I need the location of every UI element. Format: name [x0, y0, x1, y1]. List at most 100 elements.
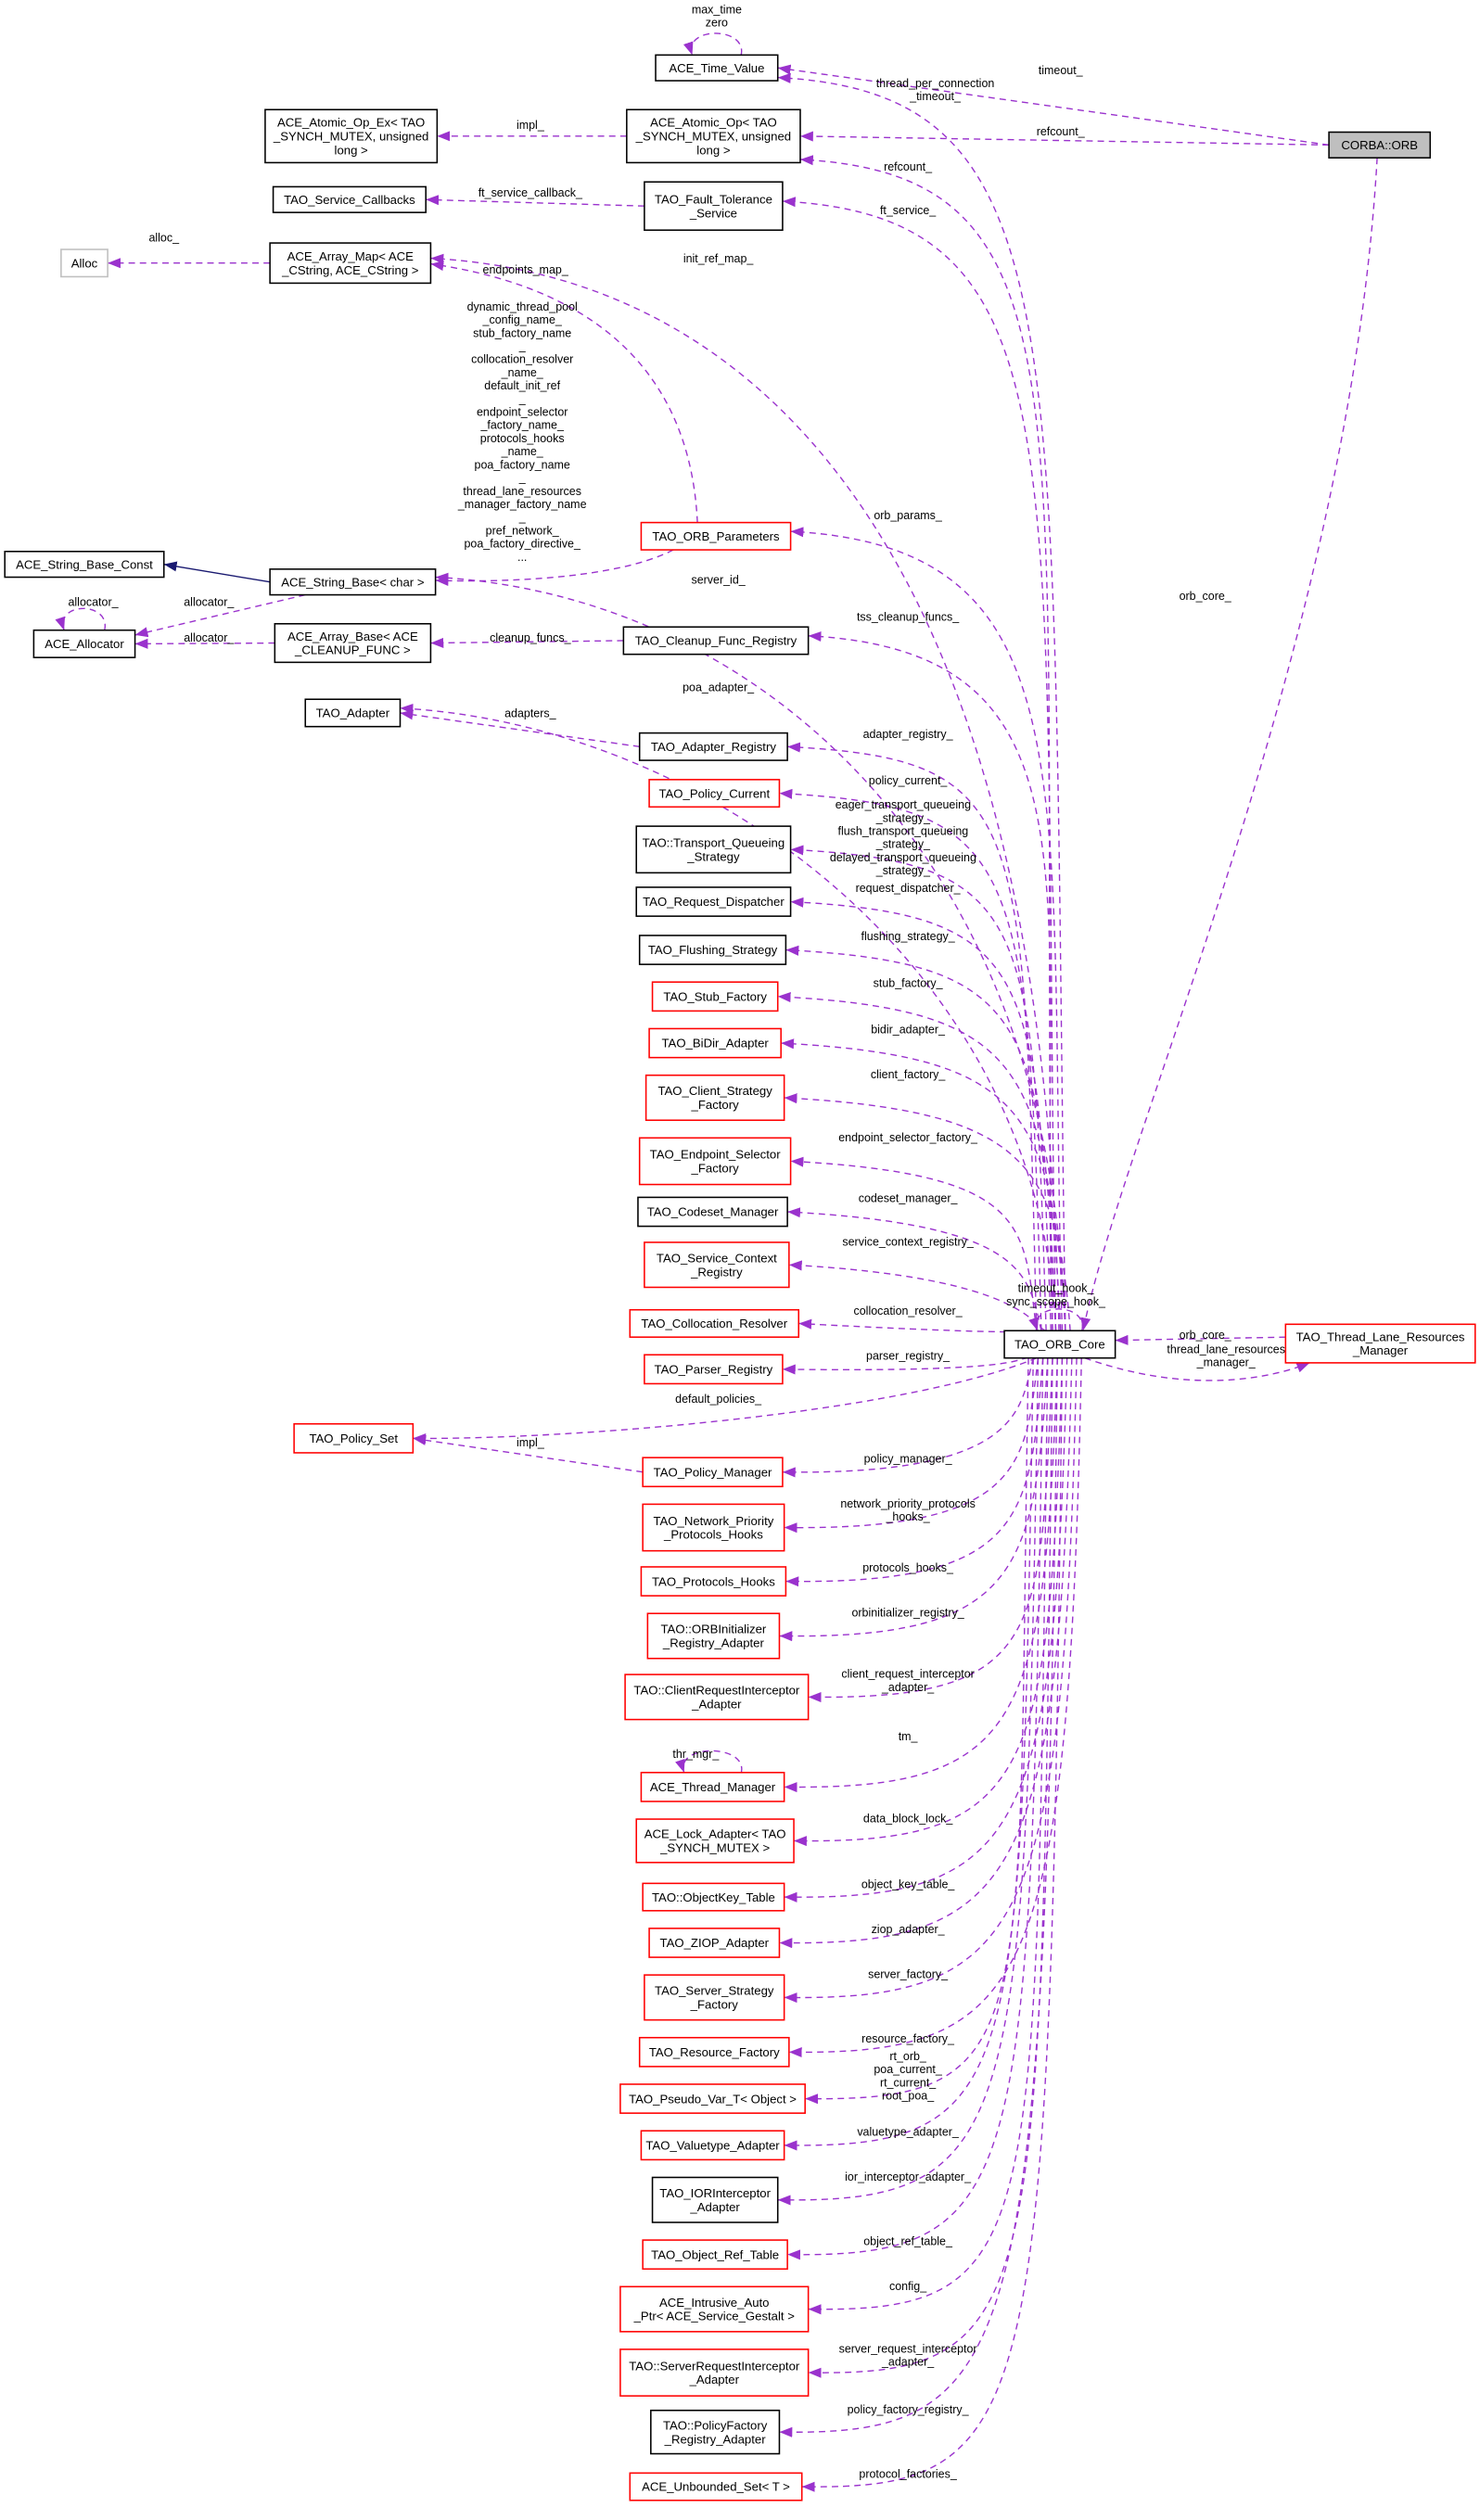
class-node-tao-endpoint-selector[interactable]: TAO_Endpoint_Selector _Factory [638, 1137, 792, 1186]
class-node-tao-collocation-resolver[interactable]: TAO_Collocation_Resolver [629, 1308, 800, 1338]
class-node-tao-flushing-strategy[interactable]: TAO_Flushing_Strategy [638, 935, 787, 965]
class-name-line: ACE_Thread_Manager [650, 1780, 776, 1794]
class-name: TAO_BiDir_Adapter [661, 1037, 769, 1050]
class-node-tao-adapter[interactable]: TAO_Adapter [304, 698, 402, 728]
class-name-line: _Protocols_Hooks [663, 1528, 763, 1542]
class-node-tao-fault-tolerance[interactable]: TAO_Fault_Tolerance _Service [644, 181, 784, 231]
class-node-tao-pseudo-var-t-object[interactable]: TAO_Pseudo_Var_T< Object > [619, 2083, 806, 2114]
class-name-line: _Service [689, 206, 737, 220]
class-node-tao-transport-queueing[interactable]: TAO::Transport_Queueing _Strategy [635, 825, 792, 874]
class-node-ace-intrusive-auto[interactable]: ACE_Intrusive_Auto _Ptr< ACE_Service_Gest… [619, 2285, 810, 2333]
class-node-tao-policyfactory[interactable]: TAO::PolicyFactory _Registry_Adapter [650, 2409, 781, 2455]
class-node-ace-unbounded-set-t[interactable]: ACE_Unbounded_Set< T > [629, 2472, 803, 2501]
edge-label-line: service_context_registry_ [842, 1235, 974, 1248]
class-node-tao-network-priority[interactable]: TAO_Network_Priority _Protocols_Hooks [642, 1503, 785, 1552]
class-box [1328, 131, 1432, 159]
class-name-line: TAO_Flushing_Strategy [648, 943, 778, 957]
class-node-corba-orb[interactable]: CORBA::ORB [1328, 131, 1432, 159]
edge-core-to-ort [787, 1357, 1044, 2260]
edge-label-line: poa_current_ [874, 2063, 943, 2076]
class-node-tao-ziop-adapter[interactable]: TAO_ZIOP_Adapter [648, 1928, 781, 1958]
class-node-ace-string-base-const[interactable]: ACE_String_Base_Const [4, 551, 165, 579]
class-node-ace-string-base-char[interactable]: ACE_String_Base< char > [269, 568, 437, 596]
class-node-tao-policy-current[interactable]: TAO_Policy_Current [648, 779, 781, 808]
class-name-line: TAO::ORBInitializer [661, 1623, 767, 1636]
edge-label-allocator: allocator_ [184, 596, 235, 609]
class-node-tao-cleanup-func-registry[interactable]: TAO_Cleanup_Func_Registry [622, 626, 810, 655]
class-name-line: TAO::PolicyFactory [663, 2418, 768, 2432]
class-name-line: TAO_Service_Context [657, 1251, 777, 1265]
edge-core-to-tqs [790, 845, 1047, 1331]
class-box [624, 1674, 810, 1721]
class-node-tao-thread-lane-resources[interactable]: TAO_Thread_Lane_Resources _Manager [1284, 1323, 1476, 1364]
class-box [648, 1928, 781, 1958]
class-name-line: TAO_Policy_Manager [654, 1465, 772, 1479]
class-node-ace-lock-adapter-tao[interactable]: ACE_Lock_Adapter< TAO _SYNCH_MUTEX > [635, 1818, 795, 1864]
edge-label-policy-factory-registry: policy_factory_registry_ [848, 2403, 970, 2416]
class-name: TAO_Stub_Factory [663, 989, 767, 1003]
class-node-tao-orb-parameters[interactable]: TAO_ORB_Parameters [640, 521, 792, 551]
class-name: TAO_Service_Callbacks [284, 193, 415, 207]
edge-label-policy-current: policy_current_ [869, 774, 949, 787]
edge-label-line: rt_orb_ [889, 2050, 927, 2063]
class-node-ace-allocator[interactable]: ACE_Allocator [32, 629, 136, 658]
class-name-line: TAO_Parser_Registry [655, 1363, 773, 1377]
class-node-tao-bidir-adapter[interactable]: TAO_BiDir_Adapter [648, 1027, 782, 1059]
class-node-ace-time-value[interactable]: ACE_Time_Value [655, 54, 779, 82]
edge-label-line: server_id_ [691, 573, 746, 586]
class-node-ace-array-base-ace[interactable]: ACE_Array_Base< ACE _CLEANUP_FUNC > [274, 622, 432, 664]
class-name-line: TAO_Codeset_Manager [647, 1205, 779, 1219]
edge-label-server-factory: server_factory_ [868, 1968, 949, 1981]
class-name-line: TAO_Adapter [316, 706, 390, 720]
class-node-tao-protocols-hooks[interactable]: TAO_Protocols_Hooks [640, 1566, 787, 1597]
class-node-tao-policy-set[interactable]: TAO_Policy_Set [293, 1422, 415, 1454]
class-box [60, 248, 108, 278]
class-node-tao-parser-registry[interactable]: TAO_Parser_Registry [644, 1354, 784, 1385]
edge-label-adapters: adapters_ [504, 706, 557, 719]
edge-label-line: _strategy_ [875, 838, 931, 851]
class-node-tao-policy-manager[interactable]: TAO_Policy_Manager [642, 1457, 784, 1488]
class-name-line: TAO_Policy_Current [658, 786, 770, 800]
class-node-tao-objectkey-table[interactable]: TAO::ObjectKey_Table [642, 1882, 785, 1912]
class-name: ACE_Atomic_Op< TAO _SYNCH_MUTEX, unsigned… [635, 116, 791, 158]
class-node-tao-serverrequestinterceptor[interactable]: TAO::ServerRequestInterceptor _Adapter [619, 2348, 810, 2397]
class-name-line: Alloc [71, 256, 98, 270]
class-node-tao-service-callbacks[interactable]: TAO_Service_Callbacks [272, 185, 427, 213]
edge-label-orb-params: orb_params_ [874, 509, 943, 522]
class-node-tao-orbinitializer[interactable]: TAO::ORBInitializer _Registry_Adapter [646, 1612, 781, 1660]
class-name-line: ACE_Array_Base< ACE [287, 630, 418, 643]
class-node-tao-orb-core[interactable]: TAO_ORB_Core [1003, 1330, 1116, 1359]
class-node-tao-resource-factory[interactable]: TAO_Resource_Factory [638, 2036, 790, 2068]
class-node-alloc[interactable]: Alloc [60, 248, 108, 278]
edge-params-to-sbase [435, 549, 674, 587]
class-name-line: _Adapter [691, 1697, 742, 1711]
class-node-tao-valuetype-adapter[interactable]: TAO_Valuetype_Adapter [640, 2130, 785, 2161]
class-node-ace-atomic-op-ex-tao[interactable]: ACE_Atomic_Op_Ex< TAO _SYNCH_MUTEX, unsig… [264, 108, 439, 164]
class-node-tao-object-ref-table[interactable]: TAO_Object_Ref_Table [642, 2239, 788, 2271]
edge-label-line: impl_ [517, 119, 545, 132]
class-node-tao-codeset-manager[interactable]: TAO_Codeset_Manager [637, 1196, 788, 1228]
class-box [644, 1354, 784, 1385]
class-name-line: _Registry_Adapter [662, 1636, 765, 1650]
class-node-tao-adapter-registry[interactable]: TAO_Adapter_Registry [638, 732, 788, 761]
class-name-line: TAO::ClientRequestInterceptor [633, 1684, 800, 1698]
class-name: TAO_Cleanup_Func_Registry [635, 634, 797, 648]
class-name: TAO_Policy_Set [309, 1432, 398, 1445]
class-node-tao-clientrequestinterceptor[interactable]: TAO::ClientRequestInterceptor _Adapter [624, 1674, 810, 1721]
class-node-ace-array-map-ace[interactable]: ACE_Array_Map< ACE _CString, ACE_CString … [269, 242, 432, 285]
class-node-tao-service-context[interactable]: TAO_Service_Context _Registry [644, 1241, 790, 1289]
class-node-tao-server-strategy[interactable]: TAO_Server_Strategy _Factory [644, 1974, 785, 2021]
class-box [644, 181, 784, 231]
class-node-ace-thread-manager[interactable]: ACE_Thread_Manager [640, 1772, 785, 1802]
edge-label-flushing-strategy: flushing_strategy_ [861, 930, 955, 943]
edge-label-line: poa_adapter_ [683, 681, 755, 694]
class-node-tao-iorinterceptor[interactable]: TAO_IORInterceptor _Adapter [651, 2176, 779, 2223]
edge-label-client-factory: client_factory_ [871, 1068, 946, 1081]
class-name: Alloc [71, 256, 98, 270]
class-node-ace-atomic-op-tao[interactable]: ACE_Atomic_Op< TAO _SYNCH_MUTEX, unsigned… [626, 108, 801, 164]
class-node-tao-stub-factory[interactable]: TAO_Stub_Factory [651, 981, 779, 1012]
edge-label-line: stub_factory_name [473, 326, 571, 339]
class-node-tao-client-strategy[interactable]: TAO_Client_Strategy _Factory [644, 1074, 785, 1122]
class-node-tao-request-dispatcher[interactable]: TAO_Request_Dispatcher [635, 886, 792, 917]
edge-label-line: allocator_ [184, 596, 235, 609]
